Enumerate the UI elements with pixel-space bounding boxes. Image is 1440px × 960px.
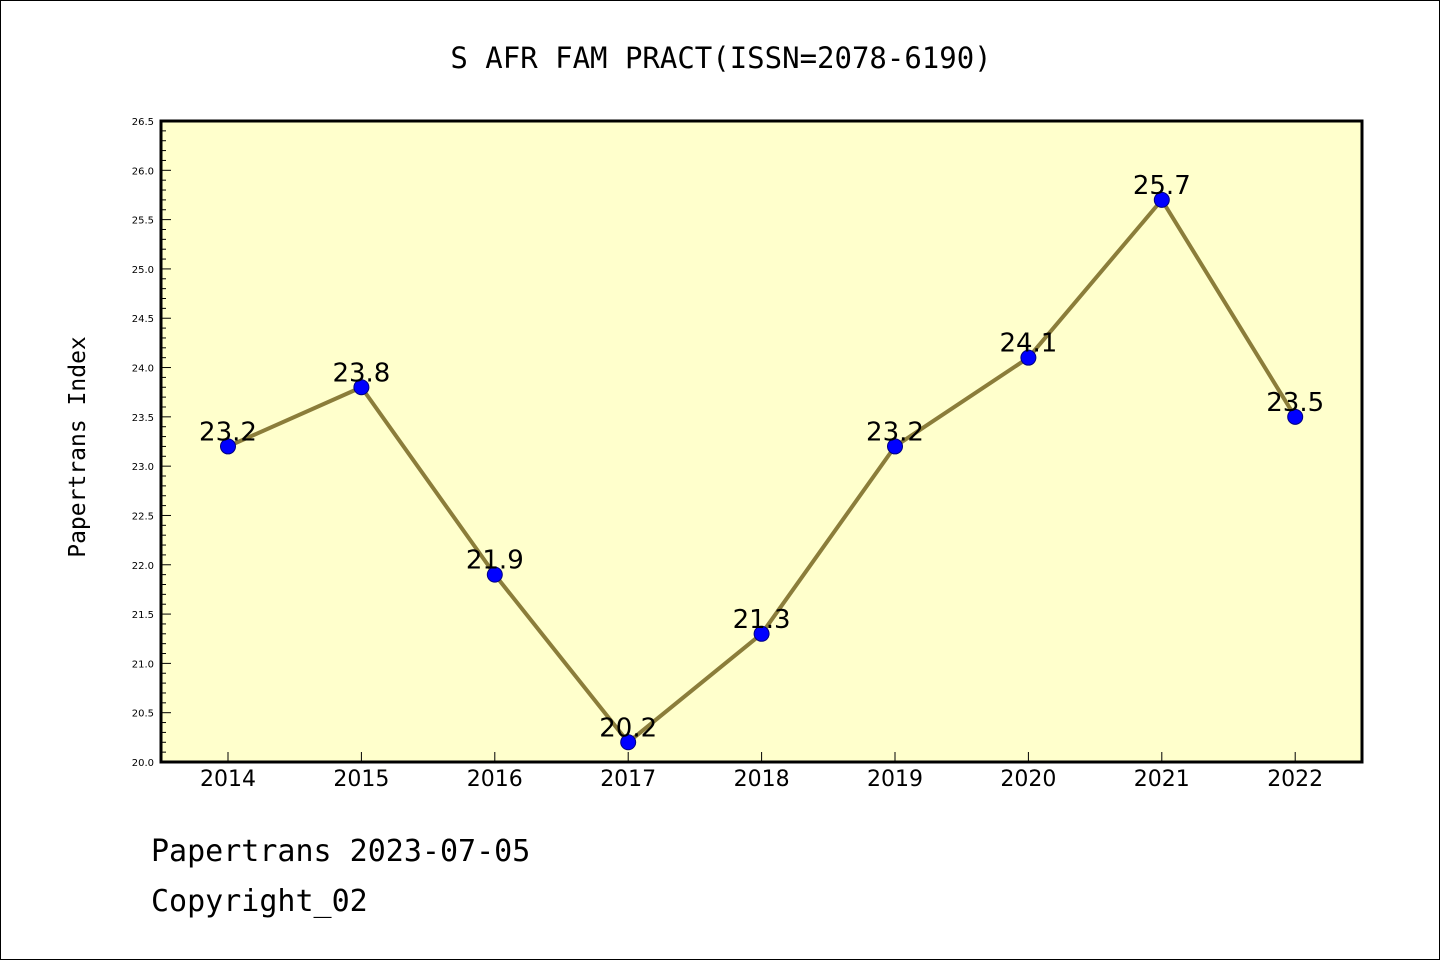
chart-title: S AFR FAM PRACT(ISSN=2078-6190) bbox=[450, 41, 991, 75]
x-tick-label: 2018 bbox=[734, 767, 790, 792]
y-tick-label: 22.5 bbox=[132, 511, 154, 522]
line-chart: S AFR FAM PRACT(ISSN=2078-6190) Papertra… bbox=[65, 41, 1364, 792]
y-tick-label: 21.0 bbox=[132, 659, 154, 670]
x-tick-label: 2014 bbox=[200, 767, 256, 792]
data-point-2020 bbox=[1020, 349, 1037, 366]
y-tick-label: 23.5 bbox=[132, 413, 154, 424]
footer-date-line: Papertrans 2023-07-05 bbox=[151, 834, 531, 869]
y-tick-label: 24.5 bbox=[132, 314, 154, 325]
y-tick-label: 20.0 bbox=[132, 758, 154, 769]
data-label-2016: 21.9 bbox=[466, 546, 524, 576]
x-tick-label: 2017 bbox=[600, 767, 656, 792]
x-tick-label: 2019 bbox=[867, 767, 923, 792]
data-label-2019: 23.2 bbox=[866, 417, 924, 447]
x-tick-label: 2020 bbox=[1000, 767, 1056, 792]
y-tick-label: 24.0 bbox=[132, 364, 154, 375]
data-point-2022 bbox=[1287, 408, 1304, 425]
data-label-2017: 20.2 bbox=[599, 713, 657, 743]
y-tick-label: 26.5 bbox=[132, 117, 154, 128]
y-axis-label: Papertrans Index bbox=[65, 336, 91, 558]
data-point-2019 bbox=[887, 438, 903, 455]
y-tick-label: 22.0 bbox=[132, 561, 154, 572]
x-tick-label: 2021 bbox=[1134, 767, 1190, 792]
y-tick-label: 23.0 bbox=[132, 462, 154, 473]
y-tick-label: 20.5 bbox=[132, 709, 154, 720]
y-tick-label: 26.0 bbox=[132, 166, 154, 177]
y-axis-ticks: 20.0 20.5 21.0 21.5 22.0 22.5 23.0 23.5 24.0 24.5… bbox=[132, 117, 171, 769]
x-tick-label: 2022 bbox=[1267, 767, 1323, 792]
plot-area bbox=[159, 119, 1364, 764]
x-tick-label: 2015 bbox=[333, 767, 389, 792]
data-label-2021: 25.7 bbox=[1133, 171, 1191, 201]
data-labels-group: 23.2 23.8 21.9 20.2 21.3 23.2 24.1 25.7 23.5 bbox=[199, 171, 1324, 743]
data-point-2021 bbox=[1153, 191, 1170, 208]
data-label-2015: 23.8 bbox=[332, 358, 390, 388]
x-axis-ticks: 2014 2015 2016 2017 2018 2019 2020 2021 2022 bbox=[200, 752, 1323, 792]
data-label-2014: 23.2 bbox=[199, 417, 257, 447]
data-point-2017 bbox=[620, 734, 637, 751]
data-point-2014 bbox=[220, 438, 236, 455]
data-label-2022: 23.5 bbox=[1266, 388, 1324, 418]
data-point-2015 bbox=[353, 379, 370, 396]
data-label-2020: 24.1 bbox=[999, 329, 1057, 359]
y-tick-label: 25.5 bbox=[132, 216, 154, 227]
y-tick-label: 25.0 bbox=[132, 265, 154, 276]
y-axis-minor-ticks bbox=[161, 130, 166, 753]
data-point-2018 bbox=[753, 625, 770, 642]
data-label-2018: 21.3 bbox=[733, 605, 791, 635]
series-markers-group bbox=[220, 191, 1304, 751]
y-tick-label: 21.5 bbox=[132, 610, 154, 621]
footer-copyright-line: Copyright_02 bbox=[151, 884, 368, 919]
data-point-2016 bbox=[486, 566, 503, 583]
x-tick-label: 2016 bbox=[467, 767, 523, 792]
